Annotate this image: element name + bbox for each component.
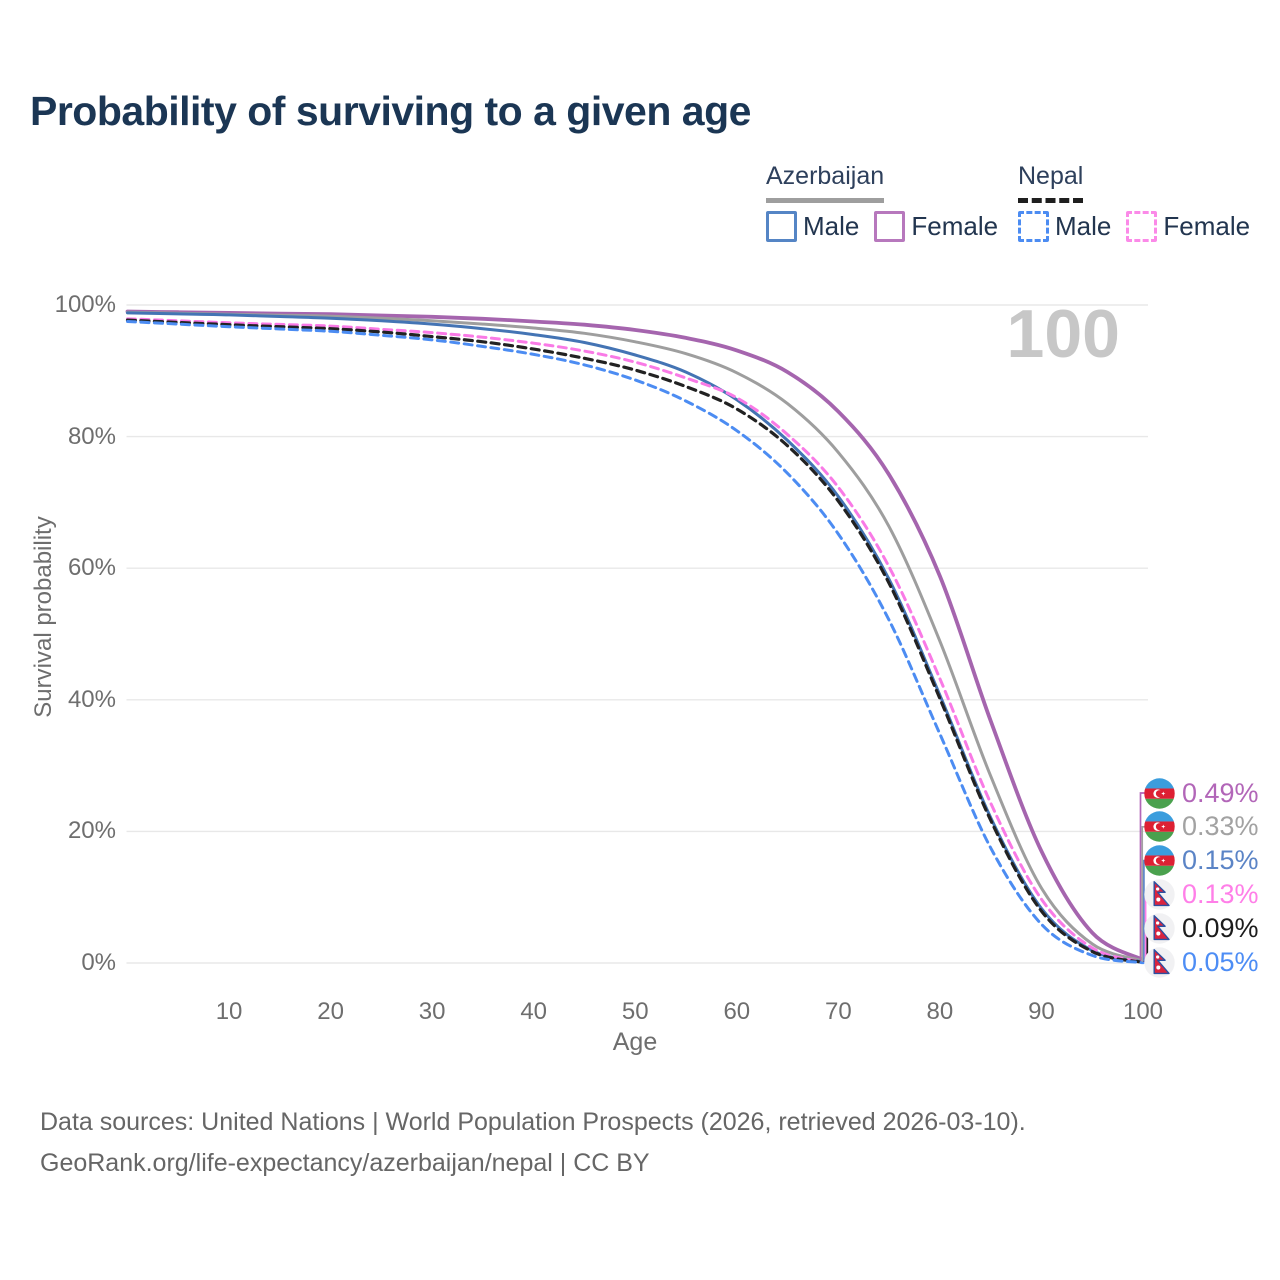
end-label-row-nepal-male: 0.05% — [1144, 947, 1259, 978]
legend-label-azerbaijan-female[interactable]: Female — [911, 211, 999, 241]
end-label-row-azerbaijan-both: 0.33% — [1144, 811, 1259, 843]
azerbaijan-flag-icon — [1144, 845, 1175, 876]
legend-checkbox-azerbaijan-female[interactable] — [874, 211, 906, 242]
x-tick-label: 30 — [418, 998, 446, 1025]
age-watermark: 100 — [1006, 296, 1120, 372]
x-tick-label: 50 — [621, 998, 649, 1025]
end-label-row-azerbaijan-male: 0.15% — [1144, 845, 1259, 876]
nepal-flag-icon — [1144, 879, 1175, 910]
legend-country-azerbaijan: Azerbaijan — [766, 162, 885, 203]
x-tick-label: 90 — [1028, 998, 1055, 1025]
legend-row-nepal: Male Female — [1018, 211, 1265, 242]
series-line-azerbaijan-both — [126, 310, 1145, 963]
legend-row-azerbaijan: Male Female — [766, 211, 1013, 242]
end-label-row-azerbaijan-female: 0.49% — [1144, 778, 1259, 809]
nepal-flag-icon — [1144, 912, 1175, 944]
end-label-value: 0.13% — [1182, 878, 1259, 909]
series-line-azerbaijan-male — [126, 311, 1145, 964]
attribution-text: GeoRank.org/life-expectancy/azerbaijan/n… — [40, 1149, 650, 1177]
end-label-value: 0.05% — [1182, 946, 1259, 977]
series-line-azerbaijan-female — [125, 309, 1145, 962]
x-tick-label: 60 — [723, 998, 751, 1025]
end-label-row-nepal-female: 0.13% — [1144, 879, 1259, 910]
y-tick-label: 60% — [67, 554, 116, 582]
legend-label-azerbaijan-male[interactable]: Male — [803, 211, 860, 241]
series-line-nepal-male — [126, 319, 1145, 965]
end-label-row-nepal-both: 0.09% — [1144, 913, 1259, 944]
end-label-value: 0.49% — [1182, 777, 1259, 808]
x-tick-label: 70 — [824, 998, 852, 1025]
legend-label-nepal-female[interactable]: Female — [1163, 211, 1251, 241]
x-tick-label: 100 — [1122, 998, 1164, 1025]
legend-country-nepal: Nepal — [1018, 162, 1084, 203]
legend-group-azerbaijan: Azerbaijan Male Female — [766, 162, 1013, 242]
azerbaijan-flag-icon — [1144, 777, 1175, 809]
x-tick-label: 20 — [317, 998, 344, 1025]
x-tick-label: 80 — [926, 998, 954, 1025]
y-tick-label: 0% — [81, 949, 116, 976]
legend-group-nepal: Nepal Male Female — [1018, 162, 1265, 242]
legend-label-nepal-male[interactable]: Male — [1055, 211, 1112, 241]
y-tick-label: 20% — [67, 817, 116, 845]
x-tick-label: 10 — [215, 998, 243, 1025]
x-tick-label: 40 — [520, 998, 548, 1025]
x-axis-title: Age — [612, 1028, 658, 1056]
y-tick-label: 40% — [67, 685, 116, 713]
page-title: Probability of surviving to a given age — [30, 88, 751, 134]
end-label-value: 0.09% — [1182, 912, 1259, 943]
y-tick-label: 80% — [67, 422, 116, 450]
nepal-flag-icon — [1144, 946, 1175, 978]
legend-checkbox-nepal-female[interactable] — [1126, 211, 1158, 242]
series-line-nepal-both — [125, 318, 1145, 964]
y-tick-label: 100% — [54, 291, 116, 318]
end-label-value: 0.15% — [1182, 845, 1259, 876]
legend-checkbox-azerbaijan-male[interactable] — [766, 211, 797, 242]
series-line-nepal-female — [126, 317, 1145, 964]
data-sources-text: Data sources: United Nations | World Pop… — [40, 1108, 1026, 1136]
end-label-value: 0.33% — [1182, 811, 1259, 842]
azerbaijan-flag-icon — [1144, 811, 1175, 843]
legend-checkbox-nepal-male[interactable] — [1018, 211, 1049, 242]
